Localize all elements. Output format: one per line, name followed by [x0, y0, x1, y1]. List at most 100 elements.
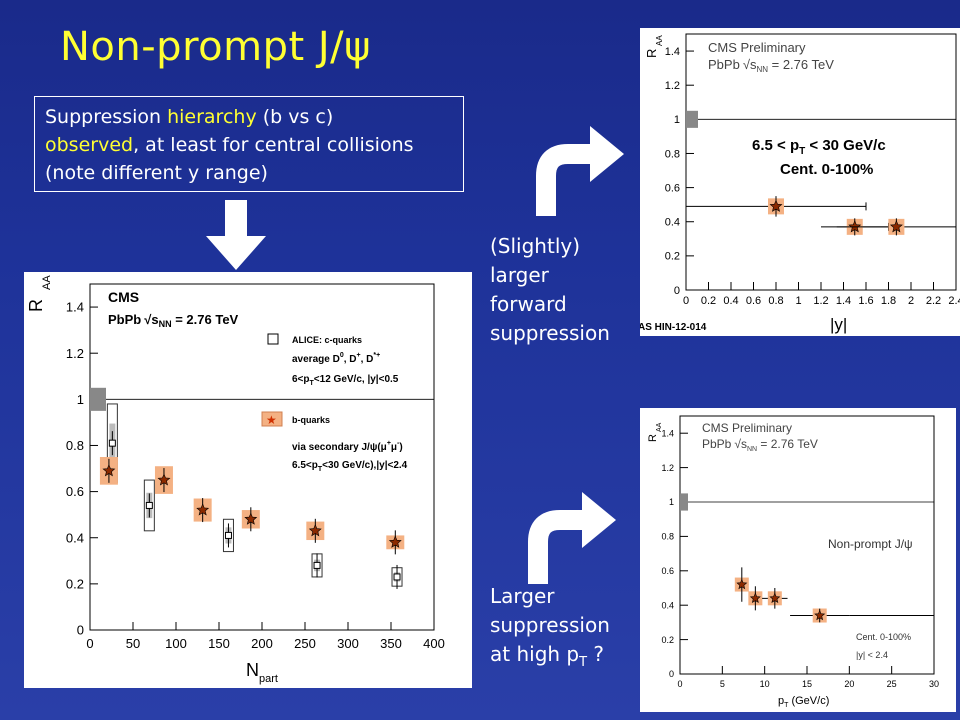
x-tick-label: 15 — [802, 679, 812, 689]
chart1-xlabel-sub: part — [259, 673, 278, 685]
x-tick-label: 2 — [908, 295, 914, 307]
b-quark-point — [769, 592, 781, 604]
x-tick-label: 1.8 — [881, 295, 896, 307]
note-tail: ? — [587, 642, 605, 666]
chart3-data — [734, 567, 934, 623]
b-quark-point — [308, 524, 322, 537]
x-tick-label: 150 — [208, 636, 230, 651]
x-tick-label: 10 — [760, 679, 770, 689]
chart2-ylabel-sub: AA — [655, 35, 664, 46]
note-text: at high p — [490, 642, 580, 666]
y-tick-label: 0.8 — [661, 532, 674, 542]
chart1-legend-c: ALICE: c-quarks — [292, 335, 362, 345]
chart3-cut-cent: Cent. 0-100% — [856, 632, 911, 642]
x-tick-label: 100 — [165, 636, 187, 651]
c-quark-point — [393, 573, 401, 581]
chart1-legend-b: b-quarks — [292, 415, 330, 425]
chart-raa-vs-pt-svg: 0 5 10 15 20 25 30 0 0.2 0.4 0.6 0.8 1 1.2 1.4 R AA pT… — [647, 415, 939, 709]
callout-text-3: , at least for central collisions (note … — [45, 134, 414, 184]
y-tick-label: 1.2 — [665, 80, 680, 92]
chart2-prelim: CMS Preliminary — [708, 40, 806, 55]
callout-highlight-observed: observed — [45, 134, 134, 156]
y-tick-label: 0.4 — [66, 530, 84, 545]
b-quark-point — [814, 609, 826, 621]
chart3-system: PbPb √sNN = 2.76 TeV — [702, 437, 818, 453]
plot-frame — [89, 283, 435, 631]
x-tick-label: 2.2 — [926, 295, 941, 307]
chart1-axes: 0 50 100 150 200 250 300 350 400 0 0.2 0.4 0.6 0.8 1 1.… — [66, 283, 445, 651]
chart1-legend-b3: 6.5<pT<30 GeV/c),|y|<2.4 — [292, 460, 408, 473]
c-quark-point — [224, 531, 232, 539]
x-tick-label: 0.8 — [768, 295, 783, 307]
down-arrow-icon — [206, 200, 266, 270]
note-line: suppression — [490, 321, 610, 345]
chart3-axes: 0 5 10 15 20 25 30 0 0.2 0.4 0.6 0.8 1 1.2 1.4 — [661, 415, 939, 689]
chart1-system: PbPb √sNN = 2.76 TeV — [108, 312, 239, 329]
y-tick-label: 0.2 — [665, 251, 680, 263]
b-quark-point — [388, 535, 402, 548]
b-quark-point — [736, 578, 748, 590]
x-tick-label: 0.4 — [723, 295, 738, 307]
x-tick-label: 50 — [126, 636, 140, 651]
b-quark-point — [848, 220, 862, 233]
star-icon: ★ — [266, 413, 277, 427]
chart1-experiment: CMS — [108, 289, 139, 305]
chart2-system: PbPb √sNN = 2.76 TeV — [708, 57, 834, 74]
chart2-cut-pt: 6.5 < pT < 30 GeV/c — [752, 137, 886, 157]
b-quark-point — [102, 464, 116, 477]
x-tick-label: 1.6 — [858, 295, 873, 307]
chart-raa-vs-rapidity: 0 0.2 0.4 0.6 0.8 1 1.2 1.4 1.6 1.8 2 2.2 2.4 0 0.2 0.4… — [638, 28, 960, 336]
chart1-legend-c-marker — [267, 333, 279, 345]
global-uncertainty-box — [686, 110, 698, 128]
x-tick-label: 350 — [380, 636, 402, 651]
chart3-prelim: CMS Preliminary — [702, 421, 792, 435]
chart2-data — [686, 196, 957, 236]
note-line: (Slightly) — [490, 234, 581, 258]
b-quark-point — [769, 199, 783, 212]
x-tick-label: 30 — [929, 679, 939, 689]
y-tick-label: 0.8 — [665, 148, 680, 160]
note-line: suppression — [490, 613, 610, 637]
c-quark-sys-box — [143, 479, 155, 532]
y-tick-label: 1.4 — [66, 300, 84, 315]
y-tick-label: 0.4 — [665, 217, 680, 229]
x-tick-label: 25 — [887, 679, 897, 689]
chart-raa-vs-rapidity-svg: 0 0.2 0.4 0.6 0.8 1 1.2 1.4 1.6 1.8 2 2.2 2.4 0 0.2 0.4… — [638, 33, 960, 334]
c-quark-sys-box — [222, 518, 234, 553]
chart1-xlabel: N — [246, 660, 259, 680]
x-tick-label: 0.2 — [701, 295, 716, 307]
chart1-ylabel: R — [26, 299, 46, 312]
chart1-legend-b-marker — [261, 411, 283, 427]
y-tick-label: 1.4 — [665, 46, 680, 58]
curved-arrow-top-icon — [536, 126, 624, 216]
chart2-ylabel: R — [644, 49, 659, 58]
chart3-ylabel-sub: AA — [656, 422, 663, 432]
chart1-legend-c2: average D0, D+, D*+ — [292, 352, 380, 365]
b-quark-point — [749, 592, 761, 604]
y-tick-label: 0 — [674, 285, 680, 297]
y-tick-label: 0.2 — [66, 576, 84, 591]
y-tick-label: 0.6 — [665, 182, 680, 194]
chart1-ylabel-sub: AA — [41, 275, 53, 290]
chart3-xlabel: pT (GeV/c) — [778, 695, 829, 709]
y-tick-label: 0 — [669, 669, 674, 679]
x-tick-label: 5 — [720, 679, 725, 689]
x-tick-label: 1.4 — [836, 295, 851, 307]
b-quark-point — [244, 512, 258, 525]
chart2-cut-cent: Cent. 0-100% — [780, 161, 873, 178]
y-tick-label: 1 — [669, 497, 674, 507]
global-uncertainty-box — [680, 493, 688, 511]
y-tick-label: 0 — [77, 623, 84, 638]
y-tick-label: 1.2 — [661, 463, 674, 473]
chart1-legend-b2: via secondary J/ψ(μ+μ-) — [292, 440, 403, 453]
x-tick-label: 0.6 — [746, 295, 761, 307]
chart1-legend-c3: 6<pT<12 GeV/c, |y|<0.5 — [292, 374, 399, 387]
b-quark-point — [196, 503, 210, 516]
x-tick-label: 400 — [423, 636, 445, 651]
chart2-corner-label: AS HIN-12-014 — [640, 322, 707, 333]
note-high-pt-suppression: Larger suppression at high pT ? — [490, 582, 610, 677]
note-line: at high pT ? — [490, 640, 610, 677]
callout-box: Suppression hierarchy (b vs c) observed, … — [34, 96, 464, 192]
c-quark-point — [145, 501, 153, 509]
callout-text-1: Suppression — [45, 106, 168, 128]
